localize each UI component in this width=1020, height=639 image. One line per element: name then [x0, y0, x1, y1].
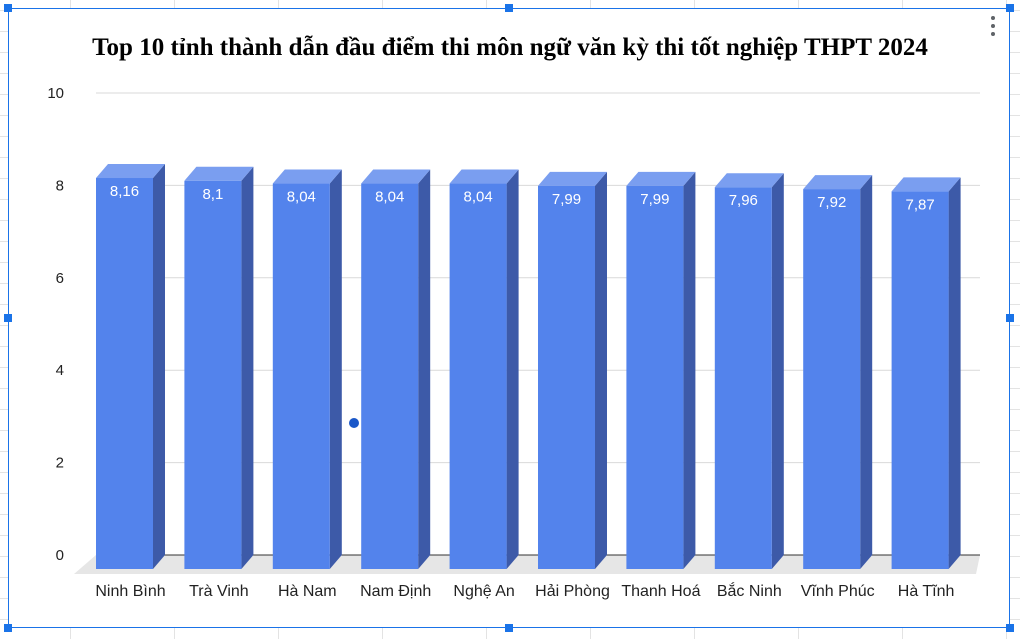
bar-side — [948, 177, 961, 569]
x-tick-label: Trà Vinh — [189, 583, 249, 600]
resize-handle-top-right[interactable] — [1006, 4, 1014, 12]
y-tick-label: 0 — [56, 547, 64, 564]
resize-handle-left[interactable] — [4, 314, 12, 322]
bar-top — [184, 166, 254, 181]
data-label: 8,04 — [463, 189, 492, 206]
chart-title: Top 10 tỉnh thành dẫn đầu điểm thi môn n… — [92, 34, 928, 61]
data-label: 7,87 — [905, 196, 934, 213]
bar — [803, 189, 861, 569]
bar — [96, 178, 153, 569]
y-tick-label: 2 — [56, 455, 64, 472]
bar-side — [329, 169, 342, 569]
data-label: 8,04 — [375, 189, 404, 206]
x-tick-label: Bắc Ninh — [717, 581, 782, 600]
x-tick-label: Nghệ An — [453, 583, 514, 600]
data-label: 7,92 — [817, 194, 846, 211]
bar — [714, 187, 772, 570]
bar — [184, 180, 242, 569]
bar-top — [272, 169, 342, 184]
bar — [891, 191, 949, 569]
bar-top — [891, 177, 961, 192]
resize-handle-bottom[interactable] — [505, 624, 513, 632]
bar-top — [361, 169, 431, 184]
bar-top — [449, 169, 519, 184]
resize-handle-top[interactable] — [505, 4, 513, 12]
y-tick-label: 8 — [56, 177, 64, 194]
y-tick-label: 4 — [56, 362, 64, 379]
data-label: 7,96 — [729, 192, 758, 209]
x-tick-label: Hải Phòng — [535, 583, 610, 600]
x-tick-label: Hà Nam — [278, 583, 337, 600]
bar-top — [538, 171, 607, 186]
bar — [272, 183, 330, 569]
bar-top — [626, 171, 696, 186]
x-tick-label: Vĩnh Phúc — [801, 583, 875, 600]
bar-top — [714, 173, 784, 188]
bar-side — [506, 169, 519, 569]
bar — [449, 183, 507, 569]
data-label: 8,04 — [287, 189, 316, 206]
bar-side — [683, 171, 696, 569]
bar — [626, 185, 684, 569]
chart-menu-icon[interactable] — [989, 16, 997, 36]
data-label: 8,1 — [202, 186, 223, 203]
bar — [538, 185, 595, 569]
y-tick-label: 10 — [47, 85, 64, 102]
bar-side — [860, 175, 873, 569]
x-tick-label: Ninh Bình — [95, 583, 165, 600]
resize-handle-bottom-left[interactable] — [4, 624, 12, 632]
x-tick-label: Nam Định — [360, 583, 431, 600]
resize-handle-top-left[interactable] — [4, 4, 12, 12]
data-label: 7,99 — [640, 191, 669, 208]
data-label: 8,16 — [110, 183, 139, 200]
bar-side — [595, 171, 607, 569]
bar-side — [153, 164, 165, 569]
bar-top — [96, 164, 165, 179]
x-tick-label: Thanh Hoá — [621, 583, 700, 600]
bar-side — [241, 166, 254, 569]
resize-handle-right[interactable] — [1006, 314, 1014, 322]
cursor-dot — [349, 418, 359, 428]
bar-side — [418, 169, 431, 569]
y-tick-label: 6 — [56, 270, 64, 287]
bar-side — [771, 173, 784, 570]
data-label: 7,99 — [552, 191, 581, 208]
bar-top — [803, 175, 873, 190]
x-tick-label: Hà Tĩnh — [898, 583, 955, 600]
resize-handle-bottom-right[interactable] — [1006, 624, 1014, 632]
bar — [361, 183, 419, 569]
